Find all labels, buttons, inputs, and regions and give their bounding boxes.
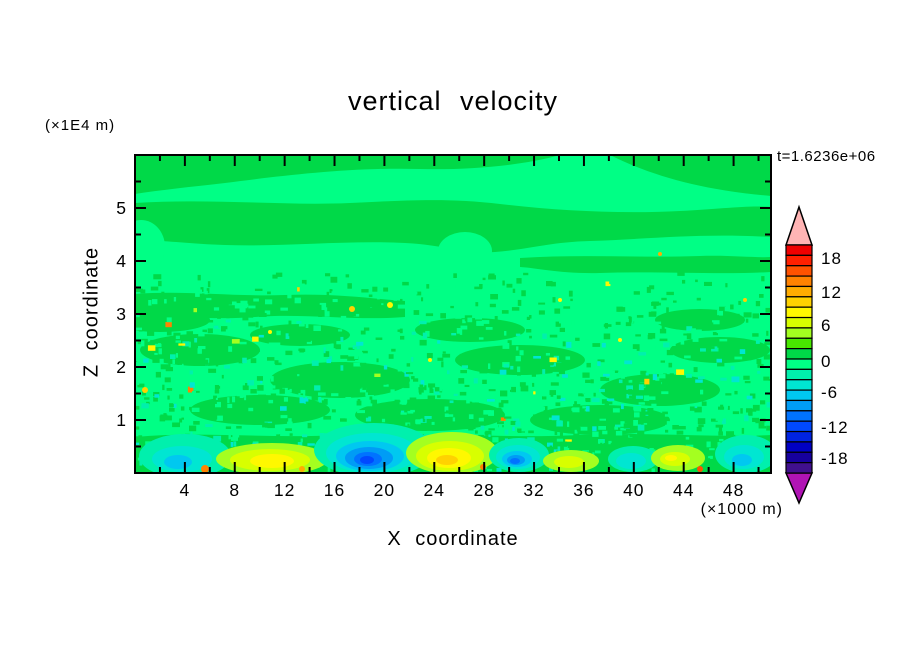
- x-tick-label: 40: [623, 480, 644, 500]
- x-tick-label: 28: [473, 480, 494, 500]
- time-annotation: t=1.6236e+06: [777, 148, 876, 165]
- contour-field: [135, 155, 771, 473]
- colorbar-label: -6: [821, 383, 838, 402]
- y-axis-unit-label: (×1E4 m): [45, 117, 116, 134]
- x-tick-label: 20: [374, 480, 395, 500]
- z-tick-label: 4: [116, 251, 126, 271]
- colorbar-label: 0: [821, 352, 831, 371]
- x-tick-label: 44: [673, 480, 694, 500]
- z-tick-label: 1: [116, 410, 126, 430]
- x-axis-unit-label: (×1000 m): [700, 501, 783, 518]
- plot-title: vertical velocity: [347, 86, 559, 116]
- colorbar-label: -12: [821, 418, 849, 437]
- z-tick-label: 2: [116, 357, 126, 377]
- z-tick-label: 5: [116, 198, 126, 218]
- x-tick-label: 4: [180, 480, 191, 500]
- colorbar-label: 12: [821, 283, 842, 302]
- x-tick-label: 32: [523, 480, 544, 500]
- x-tick-label: 12: [274, 480, 295, 500]
- colorbar-label: -18: [821, 449, 849, 468]
- z-tick-label: 3: [116, 304, 126, 324]
- x-tick-label: 24: [424, 480, 445, 500]
- x-tick-label: 48: [723, 480, 744, 500]
- colorbar: 18 12 6 0 -6 -12 -18: [784, 204, 849, 505]
- colorbar-label: 18: [821, 249, 842, 268]
- colorbar-bottom-arrow: [784, 472, 814, 505]
- x-tick-label: 36: [573, 480, 594, 500]
- axis-ticks: [135, 155, 771, 473]
- x-axis-title: X coordinate: [387, 528, 519, 550]
- x-tick-label: 16: [324, 480, 345, 500]
- x-tick-label: 8: [229, 480, 240, 500]
- colorbar-top-arrow: [784, 204, 814, 246]
- colorbar-label: 6: [821, 316, 831, 335]
